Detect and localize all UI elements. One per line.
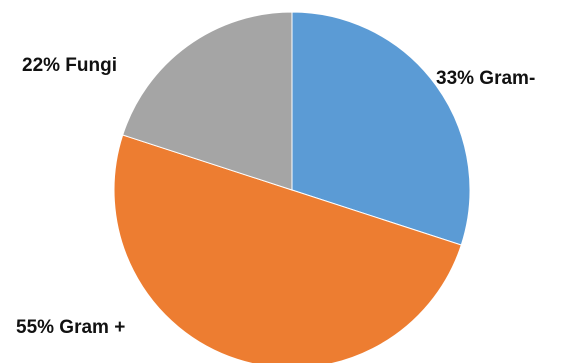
slice-label-fungi: 22% Fungi	[22, 55, 117, 76]
pie-labels: 33% Gram- 55% Gram + 22% Fungi	[16, 55, 535, 338]
pie-slices	[113, 11, 471, 363]
slice-label-gram-negative: 33% Gram-	[436, 68, 535, 89]
slice-label-gram-positive: 55% Gram +	[16, 317, 125, 338]
slice-gram-positive	[113, 134, 462, 363]
slice-fungi	[122, 11, 293, 191]
slice-gram-negative	[291, 11, 471, 246]
